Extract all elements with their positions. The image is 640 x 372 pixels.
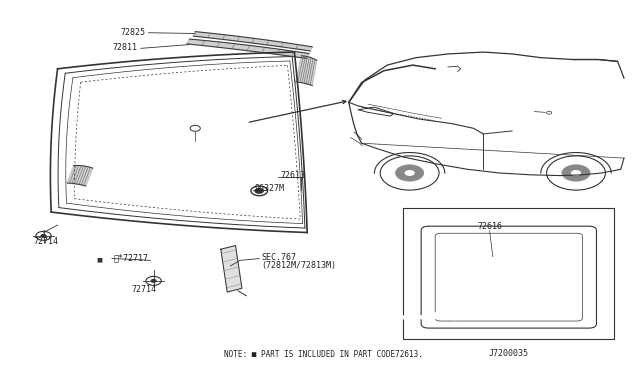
- Text: 72714: 72714: [33, 237, 58, 246]
- Text: 72825: 72825: [121, 28, 146, 37]
- Text: 72613: 72613: [280, 171, 305, 180]
- Polygon shape: [296, 56, 317, 86]
- Text: 72616: 72616: [477, 222, 502, 231]
- Text: 72811: 72811: [113, 43, 138, 52]
- Polygon shape: [67, 166, 93, 186]
- Text: SEC.767: SEC.767: [261, 253, 296, 262]
- Text: (72812M/72813M): (72812M/72813M): [261, 261, 336, 270]
- Polygon shape: [187, 39, 309, 58]
- Polygon shape: [193, 32, 312, 51]
- Circle shape: [151, 279, 156, 282]
- Circle shape: [562, 165, 590, 181]
- Circle shape: [571, 170, 581, 176]
- Text: ■: ■: [96, 257, 102, 262]
- Text: ​*72717: ​*72717: [114, 253, 149, 262]
- Text: J7200035: J7200035: [489, 349, 529, 358]
- Text: 72714: 72714: [131, 285, 157, 294]
- Text: NOTE: ■ PART IS INCLUDED IN PART CODE72613.: NOTE: ■ PART IS INCLUDED IN PART CODE726…: [224, 350, 423, 359]
- Bar: [403, 208, 614, 339]
- Circle shape: [404, 170, 415, 176]
- Polygon shape: [221, 246, 242, 292]
- Text: 96327M: 96327M: [255, 184, 285, 193]
- Circle shape: [396, 165, 424, 181]
- Circle shape: [41, 234, 46, 237]
- Circle shape: [255, 188, 264, 193]
